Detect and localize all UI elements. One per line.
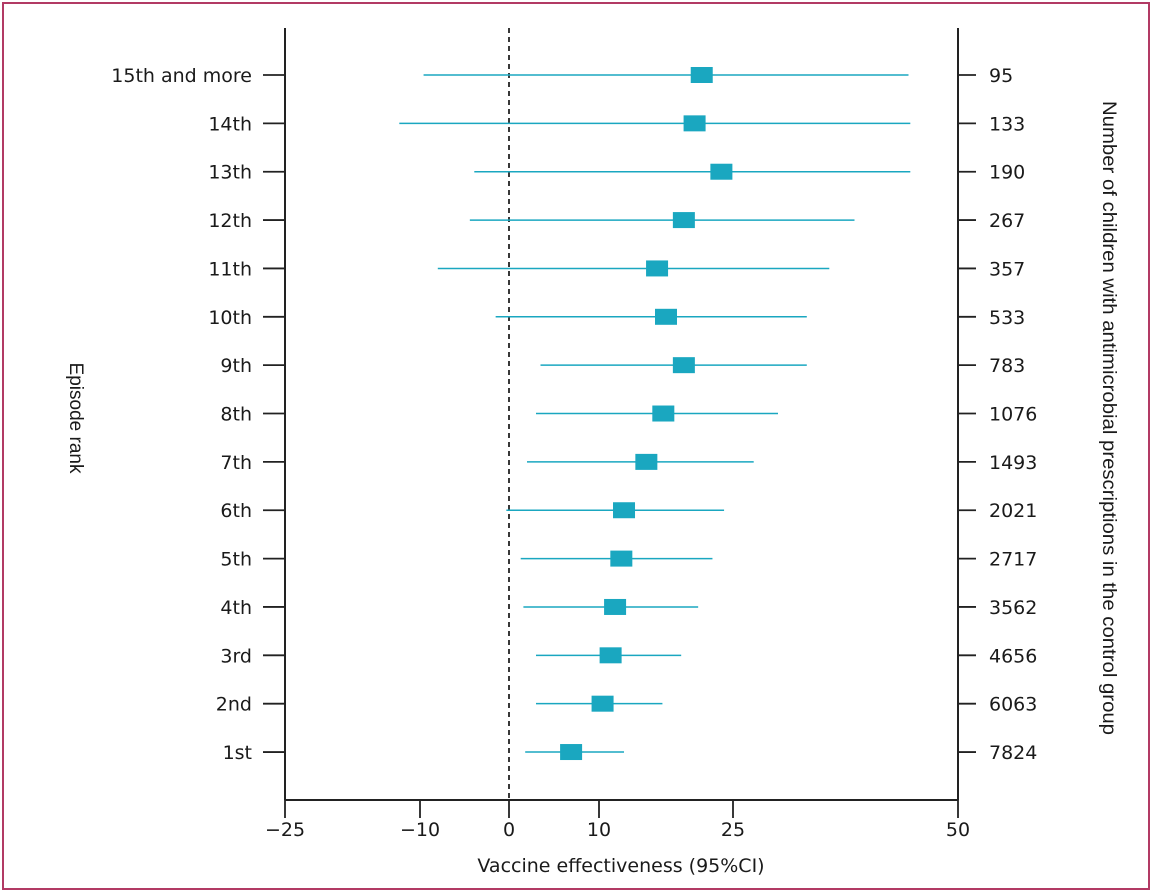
count-label: 1076 [989,404,1037,426]
count-label: 3562 [989,597,1037,619]
estimate-marker [672,357,695,374]
count-label: 2021 [989,500,1037,522]
category-label: 15th and more [111,65,252,87]
category-label: 7th [220,452,252,474]
category-label: 3rd [220,645,252,667]
x-tick-label: 50 [946,819,970,841]
category-label: 8th [220,404,252,426]
category-label: 11th [208,258,252,280]
category-label: 9th [220,355,252,377]
estimate-marker [646,260,669,277]
count-label: 357 [989,258,1025,280]
count-label: 7824 [989,742,1037,764]
count-label: 2717 [989,549,1037,571]
estimate-marker [710,163,733,180]
estimate-marker [604,598,627,615]
count-label: 267 [989,210,1025,232]
estimate-marker [610,550,633,567]
category-label: 2nd [216,694,252,716]
category-label: 5th [220,549,252,571]
y-axis-title: Episode rank [65,363,86,474]
estimate-marker [613,502,636,519]
count-label: 1493 [989,452,1037,474]
estimate-marker [655,308,677,325]
category-label: 13th [208,162,252,184]
count-label: 783 [989,355,1025,377]
estimate-marker [591,695,614,712]
estimate-marker [690,67,713,83]
estimate-marker [683,115,706,132]
count-label: 6063 [989,694,1037,716]
category-label: 10th [208,307,252,329]
estimate-marker [560,744,583,761]
tick-labels: 15th and more 95 14th 133 13th 190 12th 267 11th… [111,65,1037,841]
forest-marks [263,67,976,818]
x-axis-title: Vaccine effectiveness (95%CI) [477,855,764,877]
count-label: 190 [989,162,1025,184]
right-axis-title: Number of children with antimicrobial pr… [1098,101,1119,735]
category-label: 6th [220,500,252,522]
estimate-marker [635,453,658,470]
category-label: 4th [220,597,252,619]
x-tick-label: 0 [503,819,515,841]
x-tick-label: 10 [587,819,611,841]
category-label: 14th [208,113,252,135]
x-tick-label: −10 [400,819,440,841]
x-tick-label: 25 [721,819,745,841]
x-tick-label: −25 [265,819,305,841]
category-label: 12th [208,210,252,232]
count-label: 4656 [989,645,1037,667]
estimate-marker [652,405,675,422]
estimate-marker [599,647,622,664]
count-label: 95 [989,65,1013,87]
count-label: 533 [989,307,1025,329]
estimate-marker [672,212,695,229]
count-label: 133 [989,113,1025,135]
category-label: 1st [223,742,252,764]
